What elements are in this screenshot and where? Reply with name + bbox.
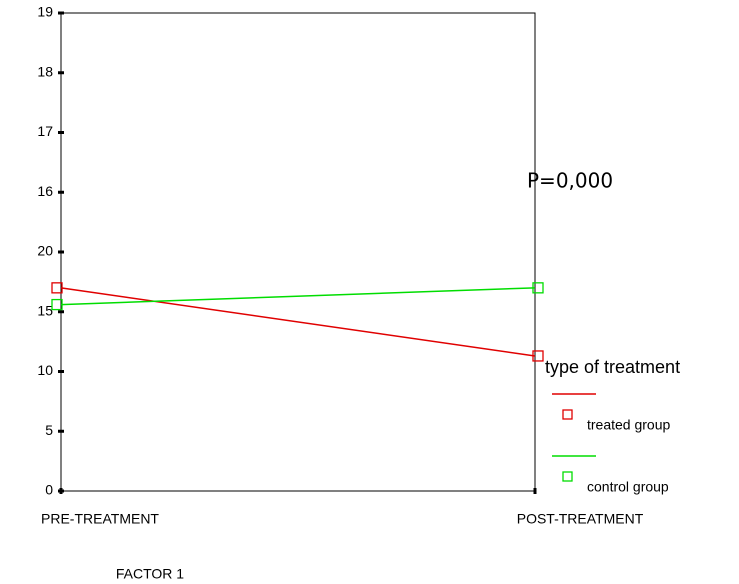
legend-title: type of treatment [545,357,680,377]
y-tick-label: 19 [37,4,53,20]
y-tick-label: 10 [37,362,53,378]
x-axis-title: FACTOR 1 [116,566,184,582]
point-marker [532,350,544,362]
x-tick-label: PRE-TREATMENT [41,511,159,527]
y-tick-label: 15 [37,302,53,318]
legend-marker [562,471,573,482]
series-line [60,287,536,357]
legend-marker [562,409,573,420]
y-tick-label: 17 [37,123,53,139]
x-tick-label: POST-TREATMENT [517,511,644,527]
series-line [60,287,536,306]
legend-label: treated group [587,417,670,433]
point-marker [532,282,544,294]
y-tick-label: 18 [37,63,53,79]
plot-frame [60,12,536,492]
point-marker [51,298,63,311]
y-tick-label: 16 [37,183,53,199]
annotation: P=0,000 [527,169,613,193]
legend-label: control group [587,479,669,495]
y-tick-label: 0 [45,482,53,498]
y-tick-label: 5 [45,422,53,438]
y-tick-label: 20 [37,243,53,259]
point-marker [51,282,63,294]
